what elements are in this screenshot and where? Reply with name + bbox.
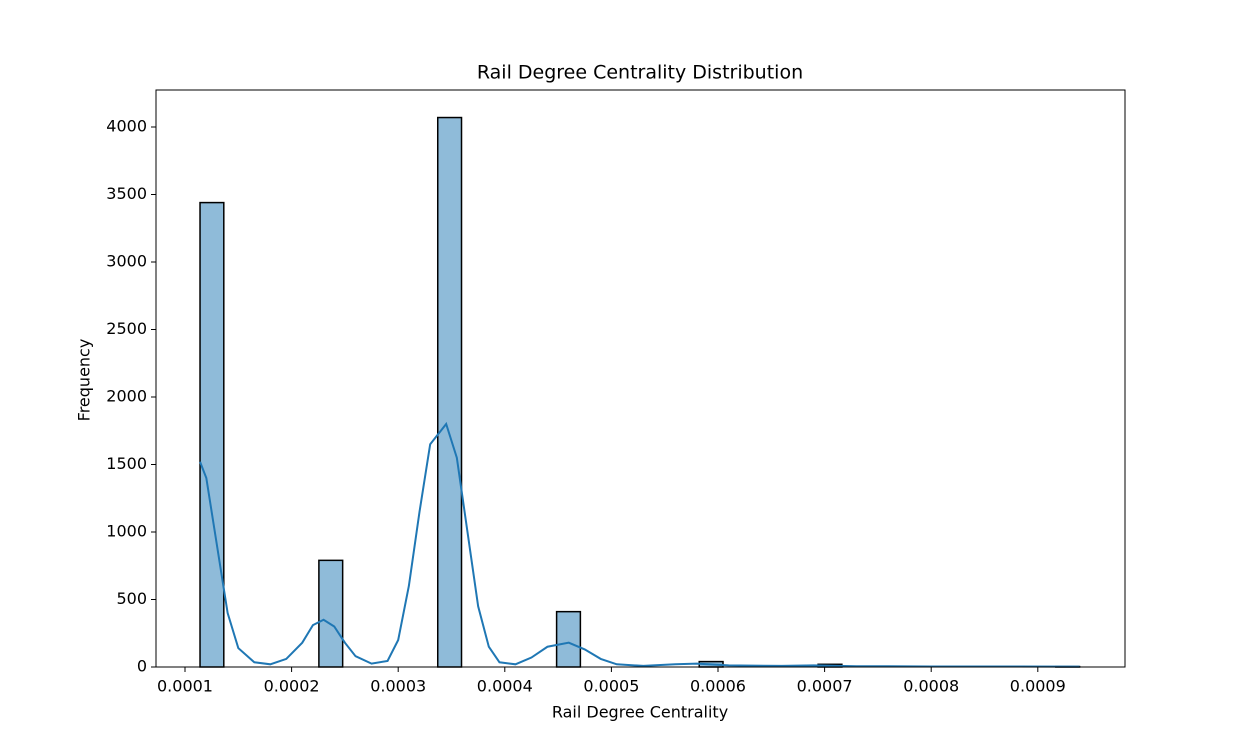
x-tick-label: 0.0002 bbox=[264, 677, 320, 696]
x-tick-label: 0.0008 bbox=[903, 677, 959, 696]
y-axis-label: Frequency bbox=[75, 339, 94, 422]
x-tick-label: 0.0005 bbox=[583, 677, 639, 696]
y-tick-label: 1000 bbox=[106, 521, 147, 540]
y-tick-label: 4000 bbox=[106, 116, 147, 135]
y-tick-label: 3000 bbox=[106, 251, 147, 270]
x-tick-label: 0.0001 bbox=[157, 677, 213, 696]
x-tick-label: 0.0006 bbox=[690, 677, 746, 696]
plot-frame bbox=[155, 89, 1126, 668]
y-tick-label: 3500 bbox=[106, 184, 147, 203]
y-tick-label: 1500 bbox=[106, 454, 147, 473]
bar bbox=[555, 610, 582, 668]
x-tick-label: 0.0009 bbox=[1010, 677, 1066, 696]
bar bbox=[318, 559, 344, 668]
y-tick-label: 0 bbox=[137, 657, 147, 676]
chart-title: Rail Degree Centrality Distribution bbox=[477, 62, 803, 84]
y-tick-label: 2000 bbox=[106, 386, 147, 405]
x-tick-label: 0.0004 bbox=[477, 677, 533, 696]
x-axis-label: Rail Degree Centrality bbox=[552, 703, 728, 722]
bar bbox=[199, 201, 225, 668]
y-tick-label: 2500 bbox=[106, 319, 147, 338]
kde-line bbox=[199, 421, 1080, 668]
x-tick-label: 0.0003 bbox=[370, 677, 426, 696]
x-tick-label: 0.0007 bbox=[797, 677, 853, 696]
bar bbox=[436, 116, 463, 668]
y-tick-label: 500 bbox=[116, 589, 147, 608]
